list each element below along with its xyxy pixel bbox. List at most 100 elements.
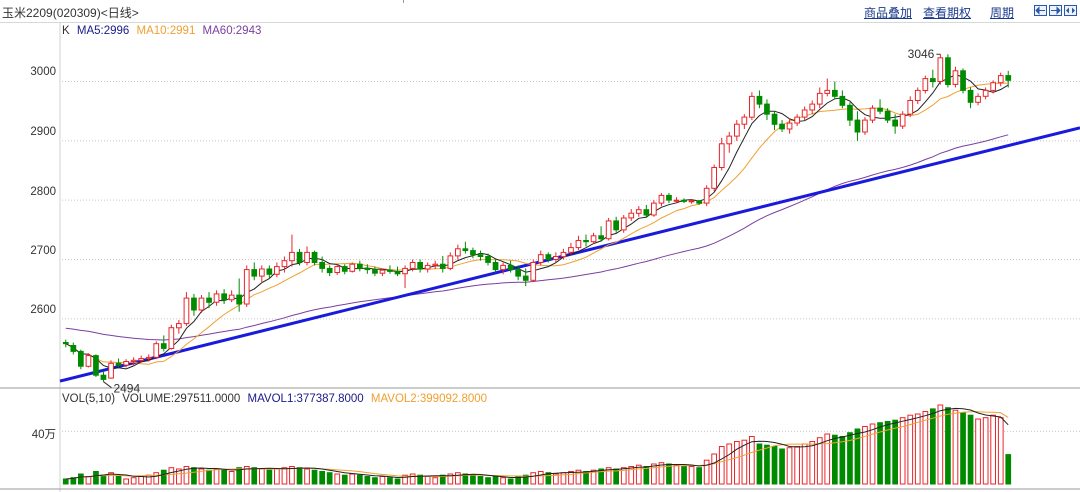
candle-body <box>839 95 846 106</box>
volume-bar <box>221 469 228 485</box>
candle-body <box>228 294 235 301</box>
volume-bar <box>123 478 130 485</box>
volume-bar <box>816 437 823 485</box>
volume-bar <box>183 466 190 485</box>
volume-bar <box>673 464 680 485</box>
candle-body <box>213 293 220 303</box>
volume-bar <box>266 469 273 485</box>
volume-bar <box>635 464 642 485</box>
volume-bar <box>243 466 250 485</box>
candle-body <box>643 209 650 216</box>
candle-body <box>658 194 665 204</box>
zoom-in-button[interactable] <box>1034 5 1047 16</box>
volume-bar <box>326 472 333 485</box>
volume-bar <box>417 474 423 485</box>
volume-bar <box>530 472 537 485</box>
period-link[interactable]: 周期 <box>990 6 1015 20</box>
volume-bar <box>447 473 454 485</box>
volume-bar <box>847 432 853 485</box>
volume-bar <box>779 448 785 485</box>
volume-bar <box>877 422 883 485</box>
ma10-label: MA10:2991 <box>136 25 196 37</box>
volume-bar <box>749 436 755 485</box>
volume-y-tick: 40万 <box>31 429 56 441</box>
volume-bar <box>470 474 476 485</box>
candle-body <box>78 350 84 367</box>
candle-body <box>221 293 228 301</box>
candle-body <box>696 200 702 204</box>
candle-body <box>191 297 197 311</box>
candle-body <box>982 89 989 97</box>
candle-body <box>688 200 695 203</box>
volume-legend: VOL(5,10) VOLUME:297511.0000 MAVOL1:3773… <box>62 393 491 405</box>
candle-body <box>507 264 514 271</box>
volume-bar <box>771 446 778 485</box>
volume-bar <box>832 434 838 485</box>
candle-body <box>349 263 356 272</box>
volume-bar <box>620 467 627 485</box>
volume-bar <box>168 467 175 485</box>
candle-body <box>500 264 506 271</box>
y-tick-2900: 2900 <box>30 126 56 138</box>
candle-body <box>198 297 205 311</box>
volume-bar <box>537 471 544 485</box>
volume-bar <box>281 467 288 485</box>
volume-bar <box>85 476 92 485</box>
volume-bar <box>176 468 182 485</box>
volume-bar <box>100 474 107 485</box>
candle-body <box>794 116 800 124</box>
candle-body <box>914 89 921 102</box>
candle-body <box>937 57 944 82</box>
candle-body <box>372 269 378 274</box>
ma60-label: MA60:2943 <box>202 25 262 37</box>
scroll-button[interactable] <box>1064 5 1077 16</box>
zoom-out-button[interactable] <box>1049 5 1062 16</box>
candle-body <box>266 268 273 275</box>
volume-bar <box>643 466 650 485</box>
candle-body <box>575 240 582 249</box>
volume-bar <box>960 412 966 485</box>
candle-body <box>281 260 288 268</box>
price-legend: K MA5:2996 MA10:2991 MA60:2943 <box>62 25 265 37</box>
candle-body <box>718 143 725 169</box>
candle-body <box>869 107 876 121</box>
candle-body <box>379 269 386 274</box>
volume-bar <box>522 474 529 485</box>
candle-body <box>967 89 974 103</box>
volume-bar <box>462 473 469 485</box>
volume-bar <box>726 443 733 485</box>
candle-body <box>93 355 99 376</box>
volume-bar <box>115 476 122 485</box>
candle-body <box>651 202 657 216</box>
volume-bar <box>545 472 552 485</box>
candle-body <box>296 251 303 263</box>
candle-body <box>326 267 333 274</box>
candle-body <box>899 113 906 127</box>
view-options-link[interactable]: 查看期权 <box>923 6 972 20</box>
volume-bar <box>997 417 1004 485</box>
candle-body <box>259 268 265 277</box>
candle-body <box>605 220 612 240</box>
volume-bar <box>153 472 160 485</box>
candle-body <box>922 78 929 91</box>
volume-bar <box>952 409 959 485</box>
candle-body <box>70 345 77 352</box>
candle-body <box>274 266 280 275</box>
volume-bar <box>786 447 793 485</box>
volume-bar <box>613 468 619 485</box>
volume-bar <box>666 463 672 485</box>
candle-body <box>108 362 114 379</box>
candle-body <box>206 297 212 303</box>
candle-body <box>447 255 454 269</box>
volume-bar <box>605 467 612 485</box>
candle-body <box>590 235 597 243</box>
candle-body <box>145 356 152 360</box>
candle-body <box>243 269 250 305</box>
overlay-commodity-link[interactable]: 商品叠加 <box>864 6 913 20</box>
volume-bar <box>515 476 521 485</box>
volume-bar <box>862 426 868 485</box>
volume-bar <box>990 414 996 485</box>
volume-bar <box>334 473 341 485</box>
volume-bar <box>914 413 921 485</box>
